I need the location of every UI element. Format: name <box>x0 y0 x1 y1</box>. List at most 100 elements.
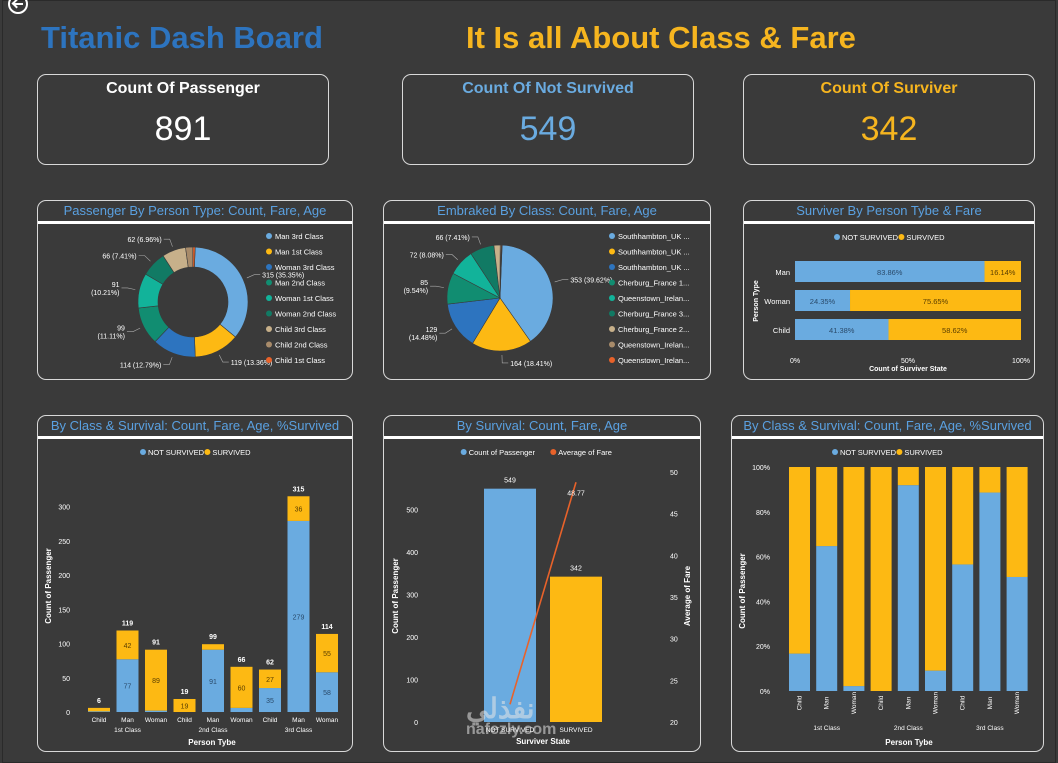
y-tick-label: 20% <box>756 644 770 651</box>
pie-data-label: 129 <box>426 327 438 334</box>
legend-marker <box>896 449 903 455</box>
kpi-card-survived[interactable]: Count Of Surviver 342 <box>743 74 1035 165</box>
donut-chart: 315 (35.35%)119 (13.36%)114 (12.79%)99(1… <box>91 232 336 370</box>
percent-stacked-bar-chart: NOT SURVIVED SURVIVED 0% 20% 40% 60% 80% 100% Ch… <box>738 448 1028 747</box>
pie-data-label: 66 (7.41%) <box>102 254 136 261</box>
horizontal-bar-chart: NOT SURVIVED SURVIVED 83.86% 16.14% Man 24.35… <box>753 233 1030 373</box>
legend-label: SURVIVED <box>904 448 943 457</box>
bar-segment <box>202 644 224 650</box>
kpi-card-passenger[interactable]: Count Of Passenger 891 <box>37 74 329 165</box>
category-label: NOT SURVIVED <box>486 727 535 734</box>
bar-segment <box>789 653 810 691</box>
pie-chart: 353 (39.62%) 164 (18.41%) 129(14.48%) 85(9.… <box>404 232 690 368</box>
x-tick-label: 100% <box>1012 358 1030 365</box>
bar-value-label: 19 <box>181 703 189 710</box>
kpi-value: 549 <box>519 110 577 148</box>
legend-label: Woman 3rd Class <box>275 263 335 272</box>
y-axis-label: Person Type <box>753 280 760 322</box>
y2-tick-label: 45 <box>670 512 678 519</box>
legend-label: Cherburg_France 2... <box>618 325 689 334</box>
pie-slice <box>472 297 531 352</box>
bar-value-label: 77 <box>124 684 132 691</box>
bar-segment <box>259 688 281 712</box>
line-value-label: 48.77 <box>567 490 585 497</box>
pie-data-label: 85 <box>420 280 428 287</box>
legend-marker <box>832 449 838 455</box>
pie-slice <box>499 244 554 342</box>
y2-tick-label: 25 <box>670 678 678 685</box>
bar-total-label: 66 <box>238 657 246 664</box>
leader-line <box>430 285 445 288</box>
legend-marker <box>609 310 615 317</box>
bar-value-label: 342 <box>570 566 582 573</box>
category-label: Man <box>121 717 134 724</box>
chart-title: Passenger By Person Type: Count, Fare, A… <box>38 201 352 224</box>
y2-axis-label: Average of Fare <box>683 565 692 626</box>
bar-segment <box>287 520 310 712</box>
bar-segment <box>952 467 974 565</box>
legend-label: Queenstown_Irelan... <box>618 341 689 350</box>
bar-segment <box>145 649 167 711</box>
category-label: Man <box>292 717 305 724</box>
category-label: SURVIVED <box>559 727 592 734</box>
bar-segment <box>789 467 810 654</box>
chart-title: Embraked By Class: Count, Fare, Age <box>384 201 710 224</box>
pie-data-label: 114 (12.79%) <box>120 363 162 370</box>
y-tick-label: 500 <box>406 508 418 515</box>
y-tick-label: 100% <box>752 465 770 472</box>
legend-label: Man 3rd Class <box>275 232 324 241</box>
legend-marker <box>898 234 905 240</box>
bar-value-label: 42 <box>124 643 132 650</box>
pie-data-label: (11.11%) <box>98 334 125 341</box>
bar-value-label: 55 <box>323 651 331 658</box>
y-tick-label: 150 <box>58 607 70 614</box>
bar-total-label: 62 <box>266 660 274 667</box>
bar-segment <box>850 290 1021 311</box>
bar <box>550 576 602 722</box>
legend-marker <box>609 264 615 270</box>
bar-value-label: 58.62% <box>942 326 968 335</box>
legend-label: Southhambton_UK ... <box>618 263 690 272</box>
y-tick-label: 0 <box>414 720 418 727</box>
y-tick-label: 40% <box>756 599 770 606</box>
chart-panel-person-type[interactable]: Passenger By Person Type: Count, Fare, A… <box>37 200 353 380</box>
chart-panel-class-survival[interactable]: By Class & Survival: Count, Fare, Age, %… <box>37 415 353 752</box>
y-axis-label: Count of Passenger <box>738 553 747 629</box>
pie-data-label: 62 (6.96%) <box>127 237 161 244</box>
bar-segment <box>870 467 892 691</box>
leader-line <box>218 354 229 363</box>
y2-tick-label: 20 <box>670 720 678 727</box>
legend-label: NOT SURVIVED <box>840 448 897 457</box>
chart-panel-embarked[interactable]: Embraked By Class: Count, Fare, Age 353 … <box>383 200 711 380</box>
bar-segment <box>230 666 253 708</box>
bar-value-label: 24.35% <box>810 297 836 306</box>
back-arrow-icon[interactable] <box>8 0 28 14</box>
legend-label: Woman 2nd Class <box>275 310 336 319</box>
leader-line <box>471 236 481 245</box>
legend-label: Child 2nd Class <box>275 341 328 350</box>
legend-label: Queenstown_Irelan... <box>618 356 689 365</box>
chart-panel-survivor-person[interactable]: Surviver By Person Tybe & Fare NOT SURVI… <box>743 200 1035 380</box>
chart-panel-class-survival-percent[interactable]: By Class & Survival: Count, Fare, Age, %… <box>731 415 1044 752</box>
bar-segment <box>897 467 919 486</box>
pie-data-label: 315 (35.35%) <box>262 273 304 280</box>
group-label: 3rd Class <box>285 727 313 734</box>
legend-marker <box>266 248 272 255</box>
pie-data-label: 119 (13.36%) <box>231 360 273 367</box>
legend-label: Southhambton_UK ... <box>618 248 690 257</box>
bar-segment <box>88 711 110 712</box>
kpi-card-not-survived[interactable]: Count Of Not Survived 549 <box>402 74 694 165</box>
bar-segment <box>173 698 196 712</box>
legend-label: Man 1st Class <box>275 248 323 257</box>
legend-marker <box>550 449 557 455</box>
category-label: Child <box>92 717 107 724</box>
legend-marker <box>266 264 272 270</box>
pie-data-label: 91 <box>112 282 120 289</box>
bar-segment <box>816 467 838 547</box>
pie-data-label: 72 (8.08%) <box>410 252 444 259</box>
category-label: Man <box>987 696 994 709</box>
bar-total-label: 315 <box>293 486 305 493</box>
chart-panel-survival[interactable]: By Survival: Count, Fare, Age Count of P… <box>383 415 701 752</box>
leader-line <box>163 357 173 365</box>
legend-marker <box>609 248 615 255</box>
